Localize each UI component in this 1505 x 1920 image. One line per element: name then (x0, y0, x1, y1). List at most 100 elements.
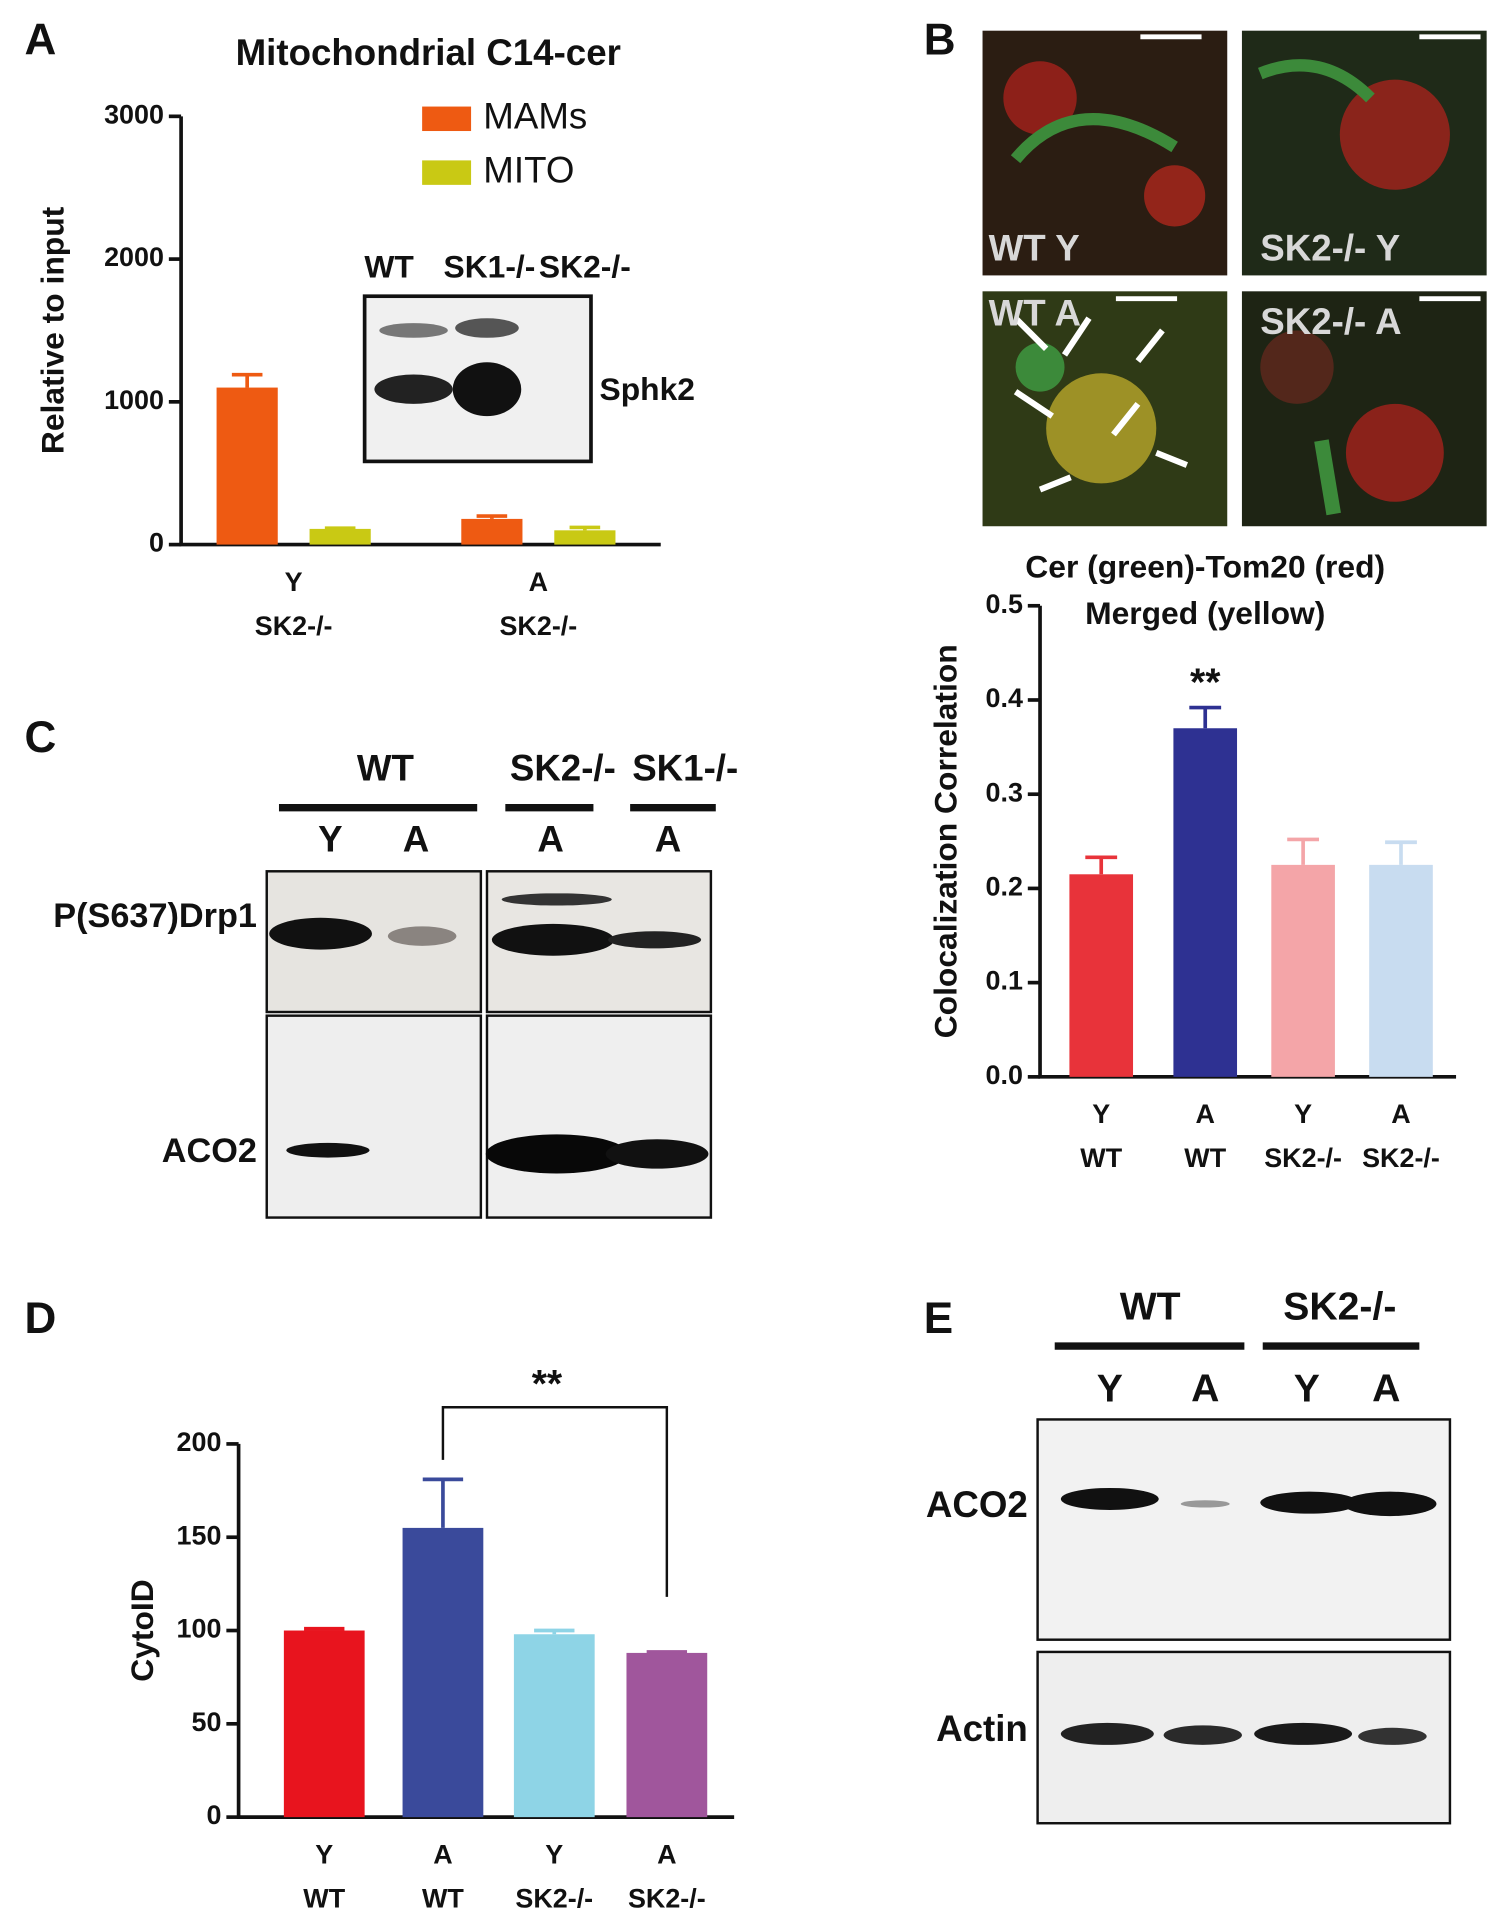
group-label: WT (1120, 1286, 1181, 1329)
panel-label: C (24, 713, 56, 762)
image-label: WT A (989, 292, 1081, 333)
annotation: ** (532, 1363, 563, 1406)
y-tick-label: 50 (192, 1707, 222, 1737)
inset-blot (362, 294, 593, 464)
row-label: Actin (936, 1708, 1028, 1749)
row-label: ACO2 (162, 1132, 257, 1170)
micrographs (982, 30, 1487, 527)
bar (309, 528, 371, 545)
error-bar (324, 526, 356, 531)
image-label: WT Y (989, 228, 1080, 269)
y-tick-label: 0 (149, 528, 164, 558)
y-axis-label: Relative to input (34, 206, 70, 454)
x-tick-label: A (1391, 1099, 1410, 1129)
lane-label: A (655, 819, 681, 860)
group-label: WT (357, 748, 415, 789)
error-bar (1085, 855, 1118, 875)
x-tick-label: SK2-/- (255, 611, 333, 641)
y-tick-label: 2000 (104, 242, 164, 272)
x-tick-label: Y (315, 1839, 333, 1869)
y-tick-label: 0.3 (986, 777, 1023, 807)
error-bar (1385, 840, 1417, 865)
y-tick-label: 0.0 (986, 1060, 1023, 1090)
image-label: SK2-/- Y (1260, 228, 1400, 269)
x-tick-label: Y (545, 1839, 563, 1869)
lane-label: A (1372, 1368, 1400, 1411)
x-tick-label: SK2-/- (515, 1883, 593, 1913)
x-tick-label: WT (303, 1883, 345, 1913)
row-label: ACO2 (926, 1484, 1028, 1525)
x-tick-label: A (1196, 1099, 1215, 1129)
x-tick-label: A (529, 567, 548, 597)
error-bar (534, 1628, 575, 1635)
x-tick-label: SK2-/- (1362, 1143, 1440, 1173)
x-tick-label: A (433, 1839, 452, 1869)
error-bar (569, 525, 601, 531)
group-label: SK2-/- (1283, 1286, 1396, 1329)
legend-swatch (422, 160, 472, 185)
protein-label: Sphk2 (600, 371, 695, 407)
error-bar (304, 1626, 345, 1631)
x-tick-label: SK2-/- (1264, 1143, 1342, 1173)
legend-label: MITO (483, 149, 574, 190)
y-tick-label: 0 (206, 1800, 221, 1830)
group-label: SK1-/- (632, 748, 738, 789)
x-tick-label: WT (1184, 1143, 1226, 1173)
blot (265, 803, 716, 1219)
x-tick-label: WT (1080, 1143, 1122, 1173)
panel-label: E (924, 1294, 953, 1343)
y-tick-label: 0.4 (986, 683, 1023, 713)
error-bar (1189, 705, 1222, 729)
x-tick-label: A (657, 1839, 676, 1869)
y-tick-label: 200 (177, 1427, 222, 1457)
error-bar (476, 514, 508, 519)
y-tick-label: 0.2 (986, 872, 1023, 902)
y-axis-label: Colocalization Correlation (928, 644, 964, 1038)
bar (283, 1630, 365, 1818)
y-axis-label: CytoID (124, 1579, 160, 1681)
error-bar (231, 372, 263, 388)
lane-label: Y (1097, 1368, 1123, 1411)
bar (1069, 874, 1134, 1077)
bar (554, 530, 616, 545)
y-tick-label: 0.1 (986, 966, 1023, 996)
lane-label: Y (318, 819, 342, 860)
error-bar (1287, 837, 1320, 865)
x-tick-label: Y (1294, 1099, 1312, 1129)
panel-label: A (24, 16, 56, 65)
y-tick-label: 150 (177, 1520, 222, 1550)
lane-label: WT (364, 249, 414, 285)
legend-swatch (422, 106, 472, 132)
panel-label: D (24, 1294, 56, 1343)
lane-label: Y (1294, 1368, 1320, 1411)
chart-title: Merged (yellow) (1085, 595, 1325, 631)
lane-label: A (1191, 1368, 1219, 1411)
lane-label: SK2-/- (539, 249, 631, 285)
x-tick-label: SK2-/- (628, 1883, 706, 1913)
chart-title: Mitochondrial C14-cer (236, 32, 621, 73)
bar (1173, 728, 1238, 1077)
annotation: ** (1190, 662, 1221, 705)
panel-label: B (924, 16, 956, 65)
legend-label: MAMs (483, 95, 587, 136)
bar (1271, 864, 1335, 1077)
bar (216, 387, 278, 545)
lane-label: A (537, 819, 564, 860)
bar (1369, 864, 1433, 1077)
blot (1036, 1342, 1452, 1825)
bar (626, 1652, 708, 1818)
error-bar (422, 1477, 464, 1528)
y-tick-label: 3000 (104, 99, 164, 129)
x-tick-label: WT (422, 1883, 464, 1913)
y-tick-label: 1000 (104, 385, 164, 415)
group-label: SK2-/- (510, 748, 616, 789)
row-label: P(S637)Drp1 (53, 897, 257, 935)
bar (513, 1634, 595, 1818)
bar (461, 518, 523, 545)
lane-label: A (403, 819, 430, 860)
y-tick-label: 100 (177, 1614, 222, 1644)
bar (402, 1527, 484, 1818)
lane-label: SK1-/- (443, 249, 535, 285)
chart-title: Cer (green)-Tom20 (red) (1025, 548, 1385, 584)
